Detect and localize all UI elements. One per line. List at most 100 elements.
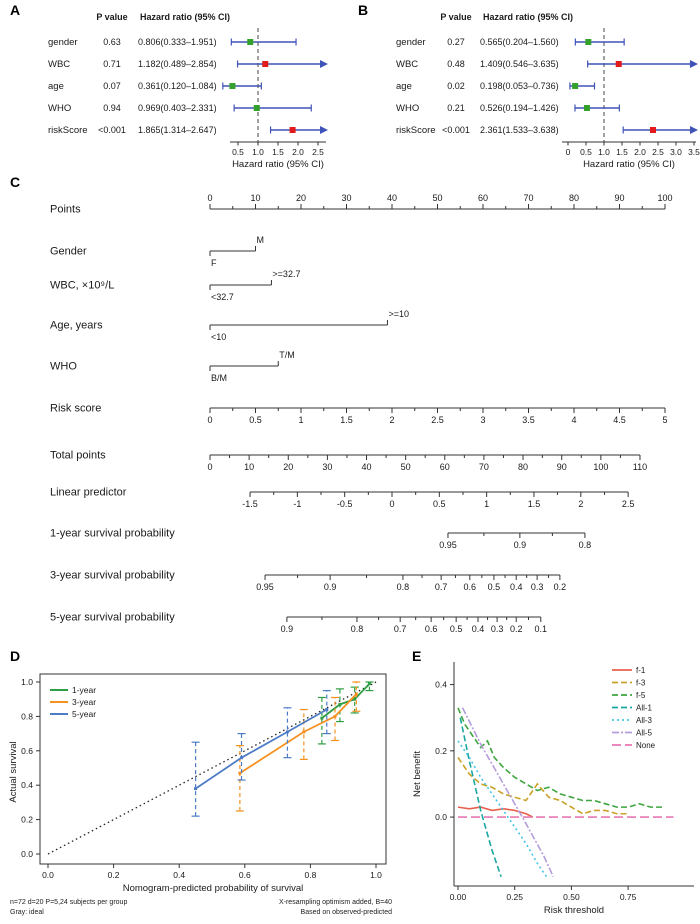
calibration-plot: 0.0 0.2 0.4 0.6 0.8 1.0 0.0 0.2 0.4 0.6 0.8 1.0 Nomo… [8, 673, 387, 894]
y-axis-title: Net benefit [412, 751, 423, 797]
data-point [194, 787, 198, 791]
x-tick-label: 0.6 [239, 870, 251, 880]
nomogram-tick-label: 5 [662, 415, 667, 425]
y-tick-label: 1.0 [21, 677, 33, 687]
x-tick-label: 0.75 [620, 892, 637, 902]
forest-row-name: WHO [396, 103, 419, 114]
x-axis-tick-label: 2.0 [634, 147, 646, 157]
nomogram-tick-label: 4 [571, 415, 576, 425]
nomogram-tick-label: 0.5 [488, 582, 501, 592]
nomogram-tick-label: 40 [387, 193, 397, 203]
hr-marker [229, 83, 236, 89]
forest-col-header-hr: Hazard ratio (95% CI) [483, 12, 573, 22]
data-point [240, 756, 244, 760]
data-point [333, 714, 337, 718]
y-tick-label: 0.0 [21, 849, 33, 859]
nomogram-tick-label: 0.5 [433, 499, 446, 509]
nomogram-tick-label: 50 [432, 193, 442, 203]
forest-row-name: riskScore [48, 125, 88, 136]
x-axis-tick-label: 2.0 [292, 147, 304, 157]
x-tick-label: 0.2 [108, 870, 120, 880]
legend-label: All-5 [636, 729, 653, 738]
nomogram-tick-label: 0.5 [249, 415, 262, 425]
nomogram-tick-label: 60 [440, 462, 450, 472]
forest-row-ci-text: 0.198(0.053–0.736) [480, 81, 559, 91]
x-tick-label: 1.0 [370, 870, 382, 880]
forest-row-pvalue: 0.02 [447, 81, 465, 91]
nomogram-tick-label: 0 [207, 193, 212, 203]
nomogram-tick-label: 0.8 [351, 624, 364, 634]
nomogram-row-label: Total points [50, 450, 106, 462]
forest-plot-a: P value Hazard ratio (95% CI) 0.5 1.0 1.5 2.0… [48, 12, 328, 170]
nomogram-row-label: Age, years [50, 320, 103, 332]
nomogram-category-label-high: >=32.7 [272, 269, 300, 279]
nomogram-tick-label: -1 [293, 499, 301, 509]
y-axis-title: Actual survival [8, 741, 19, 802]
nomogram-tick-label: 90 [614, 193, 624, 203]
nomogram-tick-label: 90 [557, 462, 567, 472]
nomogram-tick-label: 30 [322, 462, 332, 472]
panel-a-label: A [10, 2, 21, 18]
dca-plot: 0.0 0.2 0.4 0.00 0.25 0.50 0.75 Risk threshold N… [412, 662, 694, 916]
legend-label: 1-year [72, 685, 96, 695]
nomogram-tick-label: 0.95 [439, 540, 457, 550]
nomogram-tick-label: 0 [389, 499, 394, 509]
calibration-line [195, 708, 328, 790]
nomogram-tick-label: 0.1 [535, 624, 548, 634]
legend-label: None [636, 741, 656, 750]
nomogram-row-label: Linear predictor [50, 487, 127, 499]
dca-series-group [457, 707, 674, 878]
forest-row-ci-text: 0.526(0.194–1.426) [480, 103, 559, 113]
data-point [353, 697, 357, 701]
forest-row-pvalue: <0.001 [98, 125, 126, 135]
forest-row-pvalue: 0.21 [447, 103, 465, 113]
nomogram-tick-label: 0.8 [579, 540, 592, 550]
dca-line-f-5 [457, 707, 663, 808]
nomogram-tick-label: 0.9 [324, 582, 337, 592]
forest-row-name: gender [48, 37, 78, 48]
nomogram-row-label: 5-year survival probability [50, 612, 175, 624]
ci-arrow [320, 60, 328, 68]
panel-c-label: C [10, 174, 21, 190]
legend-label: f-1 [636, 666, 646, 675]
data-point [354, 692, 358, 696]
y-tick-label: 0.4 [435, 680, 447, 690]
x-axis-tick-label: 1.5 [272, 147, 284, 157]
nomogram-category-label-high: T/M [279, 350, 295, 360]
dca-line-All-1 [459, 717, 502, 877]
x-axis-tick-label: 2.5 [312, 147, 324, 157]
forest-row-ci-text: 0.361(0.120–1.084) [138, 81, 217, 91]
nomogram-tick-label: 0 [207, 415, 212, 425]
hr-marker [615, 61, 622, 67]
nomogram-tick-label: 0.6 [425, 624, 438, 634]
x-tick-label: 0.8 [304, 870, 316, 880]
legend-label: All-3 [636, 716, 653, 725]
nomogram-category-label-low: F [211, 258, 217, 268]
x-tick-label: 0.4 [173, 870, 185, 880]
ci-arrow [690, 126, 698, 134]
x-tick-label: 0.25 [506, 892, 523, 902]
data-point [302, 730, 306, 734]
ci-arrow [320, 126, 328, 134]
nomogram-tick-label: 20 [296, 193, 306, 203]
nomogram-tick-label: 4.5 [613, 415, 626, 425]
forest-row-name: age [48, 81, 64, 92]
legend-label: 5-year [72, 709, 96, 719]
nomogram-tick-label: 100 [593, 462, 608, 472]
forest-row-pvalue: 0.48 [447, 59, 465, 69]
nomogram-tick-label: 80 [569, 193, 579, 203]
forest-row-name: riskScore [396, 125, 436, 136]
forest-row-ci-text: 0.969(0.403–2.331) [138, 103, 217, 113]
legend-label: All-1 [636, 704, 653, 713]
nomogram-row-label: 1-year survival probability [50, 528, 175, 540]
legend-label: 3-year [72, 697, 96, 707]
nomogram-tick-label: 100 [657, 193, 672, 203]
legend-label: f-3 [636, 679, 646, 688]
nomogram-tick-label: 40 [362, 462, 372, 472]
nomogram-row-label: 3-year survival probability [50, 570, 175, 582]
hr-marker [572, 83, 579, 89]
forest-row-name: WBC [48, 59, 70, 70]
hr-marker [585, 39, 592, 45]
hr-marker [583, 105, 590, 111]
nomogram-category-label-high: >=10 [388, 309, 409, 319]
